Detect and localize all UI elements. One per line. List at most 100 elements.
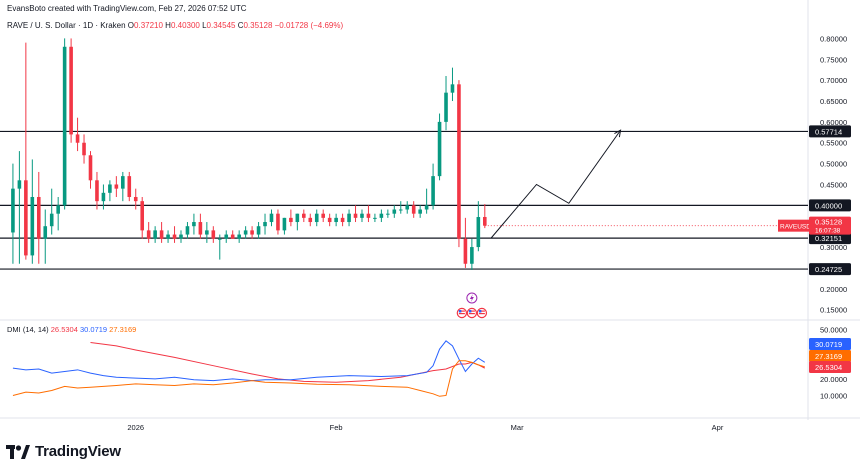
ohlc-value-h: 0.40300 <box>170 21 200 30</box>
candle-body <box>36 196 41 239</box>
price-axis-tick-label: 0.55000 <box>820 139 847 148</box>
candle-body <box>153 230 157 239</box>
tradingview-logo[interactable]: TradingView <box>6 443 121 460</box>
dmi-legend-value: 26.5304 <box>51 325 80 334</box>
candle-body <box>205 230 209 235</box>
chart-credit: EvansBoto created with TradingView.com, … <box>7 4 247 13</box>
candle-body <box>30 196 35 256</box>
candle-body <box>69 46 73 135</box>
candle-body <box>243 230 248 235</box>
candle-body <box>49 213 54 227</box>
last-price-label: 0.35128 <box>815 218 842 227</box>
time-axis-tick-label: Mar <box>511 423 524 432</box>
price-axis-tick-label: 0.75000 <box>820 55 847 64</box>
candle-body <box>411 205 416 214</box>
dmi-value-label: 27.3169 <box>815 352 842 361</box>
ohlc-key-o: O <box>127 21 135 30</box>
symbol-tag-label: RAVEUSD <box>780 224 811 231</box>
dmi-value-tag <box>809 350 851 362</box>
candle-body <box>95 180 99 202</box>
candle-body <box>166 234 170 239</box>
candle-body <box>230 234 235 239</box>
candle-body <box>386 213 390 215</box>
candle-body <box>250 230 254 235</box>
price-axis-tick-label: 0.50000 <box>820 160 847 169</box>
candle-body <box>146 230 151 239</box>
level-price-tag <box>809 263 851 276</box>
projection-path[interactable] <box>490 129 621 239</box>
symbol-tag <box>778 219 809 232</box>
price-axis-tick-label: 0.60000 <box>820 118 847 127</box>
candle-body <box>263 222 267 227</box>
level-price-tag <box>809 125 851 138</box>
price-axis-tick-label: 0.20000 <box>820 285 847 294</box>
level-price-label: 0.40000 <box>815 201 842 210</box>
candle-body <box>75 134 80 143</box>
dmi-legend-value: 30.0719 <box>80 325 109 334</box>
candle-body <box>82 142 86 156</box>
price-axis-tick-label: 0.30000 <box>820 243 847 252</box>
flag-canton-icon <box>458 310 462 313</box>
candle-body <box>217 238 222 240</box>
candle-body <box>295 213 300 223</box>
symbol-title[interactable]: RAVE / U. S. Dollar · 1D · Kraken <box>7 21 126 30</box>
dmi-value-label: 26.5304 <box>815 363 842 372</box>
tradingview-logo-icon <box>6 444 30 459</box>
level-price-label: 0.57714 <box>815 127 842 136</box>
candle-body <box>198 222 203 235</box>
candle-body <box>88 155 93 181</box>
candle-body <box>392 209 397 214</box>
candle-body <box>347 213 351 223</box>
candle-body <box>353 213 358 218</box>
level-price-tag <box>809 199 851 212</box>
candle-body <box>289 217 293 223</box>
flag-stripe-icon <box>458 313 465 315</box>
candle-body <box>276 213 280 231</box>
candle-body <box>360 213 364 218</box>
candle-body <box>405 205 410 210</box>
candle-body <box>314 213 319 223</box>
candle-body <box>56 205 60 214</box>
dmi-value-tag <box>809 361 851 373</box>
candle-body <box>476 217 481 248</box>
dmi-legend-value: 27.3169 <box>109 325 136 334</box>
candle-body <box>424 205 429 210</box>
dmi-value-tag <box>809 338 851 350</box>
ohlc-value-l: 0.34545 <box>206 21 236 30</box>
candle-body <box>192 222 196 227</box>
projection-arrow-head <box>614 129 622 138</box>
candle-body <box>457 84 461 239</box>
candle-body <box>340 217 345 223</box>
candle-body <box>172 234 177 239</box>
level-price-tag <box>809 232 851 245</box>
time-axis-tick-label: Feb <box>330 423 343 432</box>
candle-body <box>463 238 468 264</box>
price-axis-tick-label: 0.65000 <box>820 97 847 106</box>
candle-body <box>43 226 48 239</box>
dmi-series-line <box>90 342 486 383</box>
candle-body <box>450 84 455 93</box>
ohlc-value-c: 0.35128 <box>243 21 273 30</box>
dmi-value-label: 30.0719 <box>815 340 842 349</box>
candle-body <box>121 176 125 189</box>
candle-body <box>17 180 22 189</box>
ohlc-value-o: 0.37210 <box>134 21 163 30</box>
candle-body <box>185 226 190 235</box>
dmi-title: DMI (14, 14) <box>7 325 51 334</box>
price-axis-tick-label: 0.45000 <box>820 180 847 189</box>
time-axis-tick-label: 2026 <box>127 423 144 432</box>
flag-stripe-icon <box>468 310 475 312</box>
dmi-axis-tick-label: 20.0000 <box>820 375 847 384</box>
candle-body <box>237 234 241 239</box>
dmi-series-line <box>12 340 486 382</box>
candle-body <box>282 217 287 231</box>
candle-body <box>159 230 164 239</box>
price-axis-tick-label: 0.80000 <box>820 34 847 43</box>
candle-body <box>133 196 138 202</box>
flag-stripe-icon <box>468 313 475 315</box>
candle-body <box>127 176 132 197</box>
candle-body <box>437 121 442 177</box>
price-axis-tick-label: 0.15000 <box>820 306 847 315</box>
bar-countdown-label: 16:07:38 <box>815 228 841 235</box>
